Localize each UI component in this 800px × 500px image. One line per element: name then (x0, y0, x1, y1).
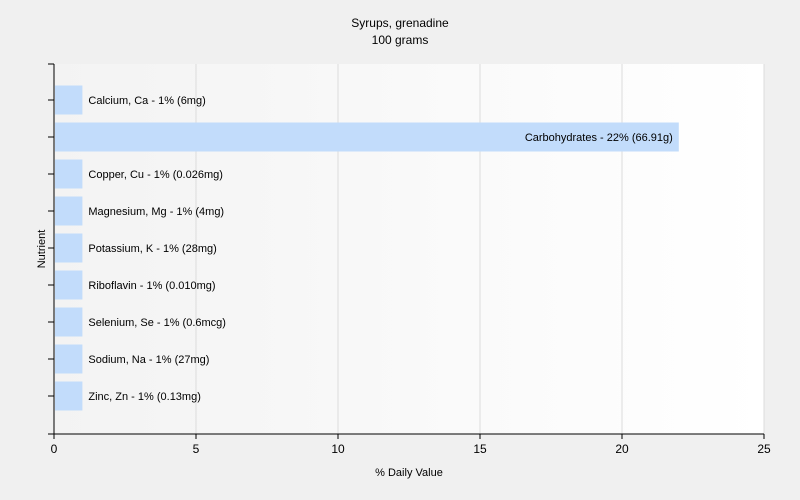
bar (55, 85, 83, 115)
bar-label: Magnesium, Mg - 1% (4mg) (88, 206, 224, 218)
bar-label: Riboflavin - 1% (0.010mg) (88, 280, 215, 292)
x-tick-label: 25 (757, 442, 771, 456)
bar-label: Calcium, Ca - 1% (6mg) (88, 95, 205, 107)
x-tick-label: 5 (193, 442, 200, 456)
x-tick-label: 0 (51, 442, 58, 456)
bars (55, 85, 679, 411)
y-axis-ticks (48, 63, 54, 435)
bar-label: Potassium, K - 1% (28mg) (88, 243, 216, 255)
bar-label: Zinc, Zn - 1% (0.13mg) (88, 391, 200, 403)
bar-label: Carbohydrates - 22% (66.91g) (525, 132, 673, 144)
chart-title: Syrups, grenadine (351, 16, 449, 30)
bar (55, 270, 83, 300)
bar-label: Sodium, Na - 1% (27mg) (88, 354, 209, 366)
bar (55, 307, 83, 337)
x-axis-label: % Daily Value (375, 467, 443, 479)
bar-label: Copper, Cu - 1% (0.026mg) (88, 169, 223, 181)
bar (55, 344, 83, 374)
bar (55, 196, 83, 226)
chart-subtitle: 100 grams (372, 33, 429, 47)
bar (55, 159, 83, 189)
y-axis-label: Nutrient (36, 230, 48, 269)
bar-labels: Calcium, Ca - 1% (6mg) Carbohydrates - 22… (88, 95, 672, 403)
x-axis-ticks: 0 5 10 15 20 25 (51, 434, 771, 456)
x-tick-label: 15 (473, 442, 487, 456)
x-tick-label: 20 (615, 442, 629, 456)
bar (55, 381, 83, 411)
x-tick-label: 10 (331, 442, 345, 456)
bar (55, 122, 679, 152)
bar-label: Selenium, Se - 1% (0.6mcg) (88, 317, 226, 329)
bar (55, 233, 83, 263)
